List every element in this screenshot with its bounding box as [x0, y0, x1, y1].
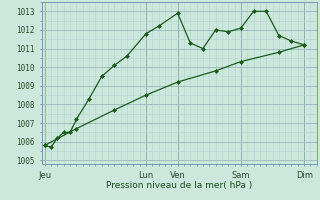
X-axis label: Pression niveau de la mer( hPa ): Pression niveau de la mer( hPa )	[106, 181, 252, 190]
